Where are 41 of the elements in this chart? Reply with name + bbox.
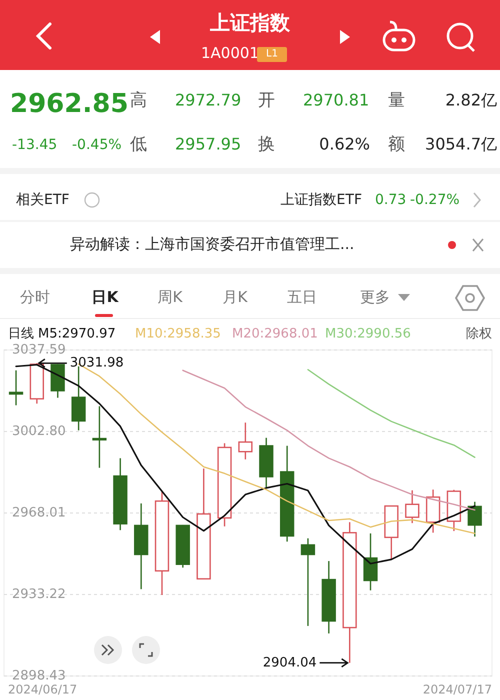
annotation: 五日 xyxy=(287,288,317,306)
annotation: 2024/07/17 xyxy=(422,682,492,696)
line-series xyxy=(307,369,476,458)
subtitle: 1A0001 xyxy=(201,44,259,62)
annotation: -0.27% xyxy=(410,192,460,208)
annotation: 除权 xyxy=(466,326,492,342)
annotation: 2024/06/17 xyxy=(8,682,78,696)
annotation: 低 xyxy=(130,134,147,155)
annotation: 异动解读：上海市国资委召开市值管理工... xyxy=(70,235,354,254)
annotation: -13.45 xyxy=(12,136,58,153)
annotation: 0.73 xyxy=(375,192,406,208)
annotation: 3054.7亿 xyxy=(425,134,497,154)
annotation: 2957.95 xyxy=(175,134,242,154)
annotation: 上证指数ETF xyxy=(280,192,362,208)
ytick: 3002.80 xyxy=(12,424,66,440)
ytick: 2968.01 xyxy=(12,506,66,521)
annotation: 量 xyxy=(388,90,405,111)
annotation: 开 xyxy=(258,90,275,111)
annotation: 2.82亿 xyxy=(445,90,497,110)
annotation: 0.62% xyxy=(319,134,370,154)
annotation: 高 xyxy=(130,90,147,111)
ytick: 3037.59 xyxy=(12,342,66,358)
annotation: L1 xyxy=(266,48,278,60)
title: 上证指数 xyxy=(210,10,290,34)
annotation: 月K xyxy=(222,288,248,306)
annotation: 相关ETF xyxy=(16,192,70,208)
annotation: 换 xyxy=(258,134,275,155)
annotation: 额 xyxy=(388,134,405,155)
annotation: 3031.98 xyxy=(70,356,124,371)
ytick: 2933.22 xyxy=(12,587,66,602)
annotation: 2904.04 xyxy=(262,655,317,670)
annotation: 日K xyxy=(92,288,118,306)
annotation: 2962.85 xyxy=(10,89,128,120)
ytick: 2898.43 xyxy=(12,668,66,684)
annotation: 分时 xyxy=(20,288,50,306)
annotation: 更多 xyxy=(360,288,390,306)
annotation: -0.45% xyxy=(72,136,122,153)
annotation: 日线 xyxy=(8,326,34,342)
annotation: 2970.81 xyxy=(303,90,370,110)
annotation: 周K xyxy=(158,288,182,306)
annotation: 2972.79 xyxy=(175,90,242,110)
